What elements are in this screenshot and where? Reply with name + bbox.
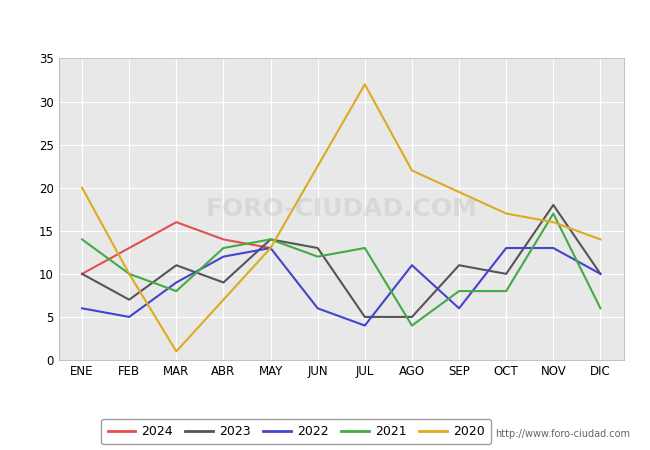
- Legend: 2024, 2023, 2022, 2021, 2020: 2024, 2023, 2022, 2021, 2020: [101, 418, 491, 444]
- Text: Matriculaciones de Vehiculos en Zalla: Matriculaciones de Vehiculos en Zalla: [169, 11, 481, 29]
- Text: http://www.foro-ciudad.com: http://www.foro-ciudad.com: [495, 429, 630, 439]
- Text: FORO-CIUDAD.COM: FORO-CIUDAD.COM: [205, 197, 477, 221]
